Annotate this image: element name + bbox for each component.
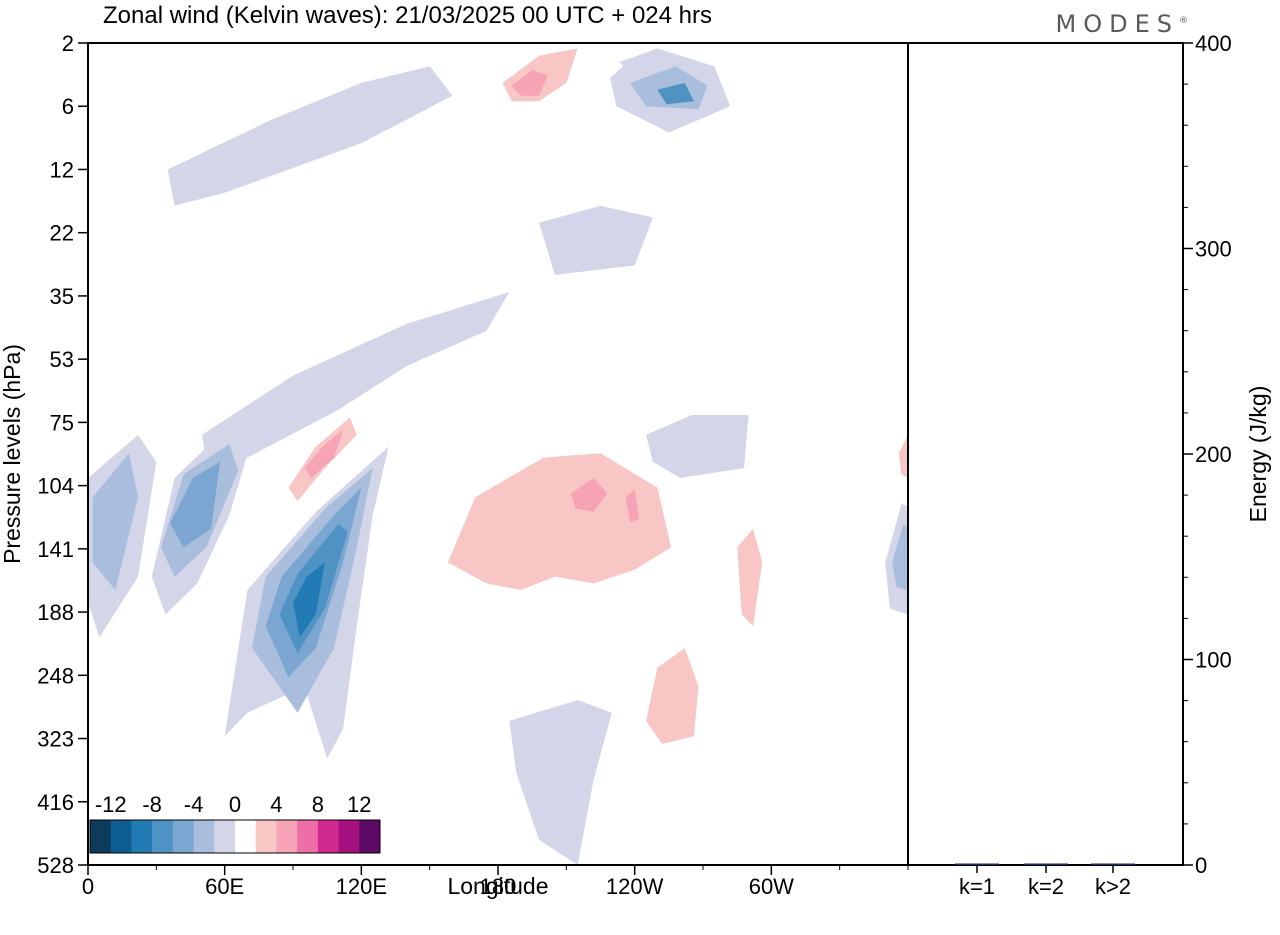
energy-bar	[955, 863, 999, 865]
contour-region-negative-tilted-band	[201, 292, 510, 462]
y-tick-label: 188	[37, 600, 74, 625]
modes-logo: MODES®	[1056, 10, 1188, 38]
energy-tick-label: 100	[1195, 648, 1232, 673]
colorbar-swatch	[172, 820, 195, 853]
contour-region-negative-far-east	[646, 415, 749, 478]
colorbar-swatch	[235, 820, 257, 853]
colorbar-swatch	[255, 820, 277, 853]
x-tick-label: 180	[480, 874, 517, 899]
contour-region-positive-big-region-core-east	[625, 489, 640, 523]
contour-region-positive-east-edge	[889, 409, 908, 507]
contour-region-negative-east-wave-core	[892, 523, 908, 590]
contour-region-positive-lower-east	[816, 637, 908, 792]
wavenumber-label: k=1	[959, 874, 995, 899]
colorbar-swatch	[297, 820, 319, 853]
wind-contour-regions	[88, 43, 908, 865]
y-tick-label: 6	[62, 94, 74, 119]
energy-bars	[955, 863, 1135, 865]
y-tick-label: 35	[50, 284, 74, 309]
colorbar-swatch	[214, 820, 236, 853]
contour-region-negative-mid-band	[539, 205, 653, 275]
y-tick-label: 141	[37, 537, 74, 562]
x-tick-label: 60W	[749, 874, 794, 899]
y-tick-label: 528	[37, 853, 74, 878]
y-tick-label: 104	[37, 474, 74, 499]
contour-region-positive-upper-180-core	[511, 70, 549, 96]
colorbar-swatch	[90, 820, 112, 853]
contour-region-positive-small-75	[88, 404, 129, 458]
colorbar-label: -4	[184, 792, 204, 817]
colorbar-outline	[89, 819, 381, 854]
y-tick-label: 22	[50, 221, 74, 246]
y-tick-label: 75	[50, 410, 74, 435]
x-tick-label: 0	[82, 874, 94, 899]
energy-bar	[1091, 863, 1135, 865]
colorbar-label: 4	[270, 792, 282, 817]
colorbar-swatch	[317, 820, 340, 853]
chart-title: Zonal wind (Kelvin waves): 21/03/2025 00…	[103, 2, 712, 29]
wavenumber-label: k=2	[1028, 874, 1064, 899]
contour-region-positive-big-region-mid	[447, 453, 672, 590]
colorbar-swatch	[193, 820, 215, 853]
contour-region-negative-wave-west-core	[92, 453, 139, 590]
contour-region-positive-lower-band	[646, 648, 699, 744]
contour-region-positive-upper-far-west	[88, 82, 129, 144]
x-tick-label: 120W	[606, 874, 664, 899]
contour-region-positive-right	[737, 528, 763, 627]
contour-region-positive-small-wave-core	[304, 430, 344, 478]
colorbar: -12 -8 -4 0 4 8 12	[89, 792, 381, 854]
y-axis-ticks: 2 6 12 22 35 53 75 104 141 188 248 323 416 528	[37, 31, 88, 878]
y-tick-label: 12	[50, 157, 74, 182]
energy-axis-label: Energy (J/kg)	[1245, 386, 1271, 523]
contour-region-positive-bottom	[486, 834, 539, 865]
colorbar-label: 12	[347, 792, 371, 817]
energy-tick-label: 300	[1195, 237, 1232, 262]
colorbar-swatch	[359, 820, 381, 853]
wavenumber-label: k>2	[1095, 874, 1131, 899]
colorbar-swatch	[131, 820, 153, 853]
colorbar-label: 0	[229, 792, 241, 817]
colorbar-label: -8	[142, 792, 162, 817]
wavenumber-labels: k=1 k=2 k>2	[959, 865, 1131, 899]
contour-region-negative-upper-east-center	[657, 82, 694, 105]
x-tick-label: 60E	[205, 874, 244, 899]
x-axis-label: Longitude	[447, 873, 548, 899]
x-tick-label: 120E	[336, 874, 387, 899]
y-tick-label: 416	[37, 790, 74, 815]
contour-region-positive-big-region-core	[570, 478, 608, 512]
energy-bar	[1024, 863, 1068, 865]
colorbar-swatch	[152, 820, 174, 853]
brand-text: MODES	[1055, 10, 1179, 38]
energy-tick-label: 200	[1195, 442, 1232, 467]
energy-bar-chart: 0 100 200 300 400 k=1 k=2 k>2 Energy (J/kg)	[907, 31, 1271, 899]
energy-frame	[907, 42, 1184, 866]
brand-mark: ®	[1179, 16, 1188, 26]
energy-axis-ticks: 0 100 200 300 400	[1183, 31, 1232, 878]
colorbar-label: 8	[312, 792, 324, 817]
y-tick-label: 323	[37, 727, 74, 752]
colorbar-label: -12	[95, 792, 127, 817]
contour-region-negative-wave-40E-core	[170, 461, 221, 548]
contour-region-positive-upper-west	[156, 51, 237, 133]
contour-region-negative-low-east	[509, 700, 612, 865]
y-tick-label: 2	[62, 31, 74, 56]
contour-region-positive-east-edge-core	[898, 434, 908, 478]
x-axis-ticks: 0 60E 120E 180 120W 60W	[82, 865, 909, 899]
energy-tick-label: 0	[1195, 853, 1207, 878]
y-axis-label: Pressure levels (hPa)	[0, 344, 25, 564]
colorbar-swatch	[338, 820, 360, 853]
y-tick-label: 53	[50, 347, 74, 372]
longitude-pressure-heatmap: -12 -8 -4 0 4 8 12 0 60E 120E 180 120W 60W 2 6 12 22 35…	[0, 31, 909, 899]
y-tick-label: 248	[37, 663, 74, 688]
colorbar-swatch	[276, 820, 298, 853]
contour-region-negative-main-wave-center	[293, 562, 325, 638]
contour-region-negative-band-upper-levels	[167, 66, 453, 206]
colorbar-swatch	[110, 820, 132, 853]
energy-tick-label: 400	[1195, 31, 1232, 56]
